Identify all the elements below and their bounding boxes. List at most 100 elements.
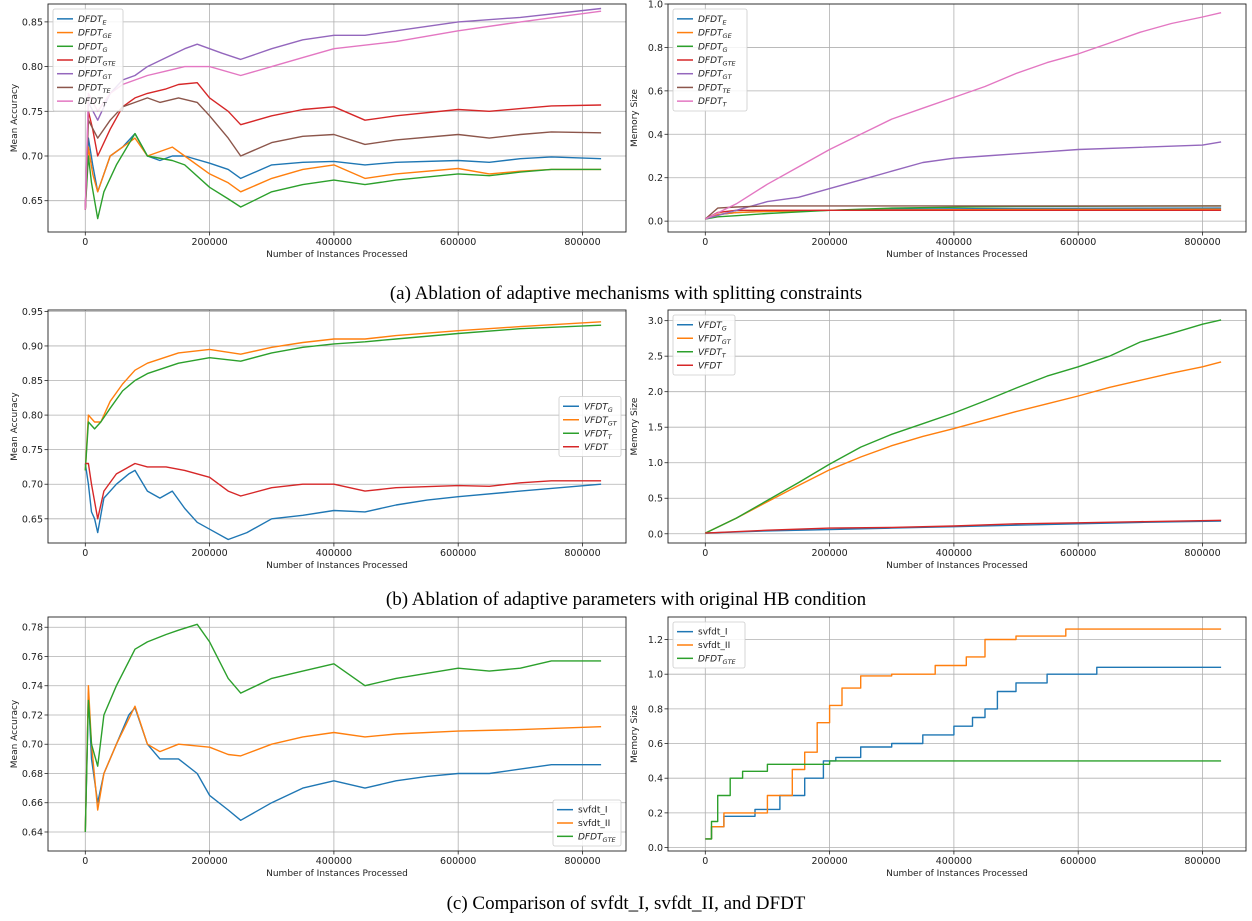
grid — [48, 310, 626, 543]
y-tick-label: 0.66 — [22, 798, 43, 809]
y-tick-label: 1.5 — [648, 423, 663, 434]
y-axis-label: Mean Accuracy — [10, 83, 20, 152]
x-tick-label: 0 — [702, 237, 708, 248]
series-line-dfdt-gt — [85, 9, 601, 210]
y-tick-label: 0.2 — [648, 808, 663, 819]
chart-a_mem: 0 200000 400000 600000 800000 0.0 0.2 0.4 0.6 0.8… — [630, 0, 1246, 260]
y-tick-label: 0.8 — [648, 43, 663, 54]
chart-c_mem: 0 200000 400000 600000 800000 0.0 0.2 0.4 0.6 0.8… — [630, 617, 1246, 879]
grid — [48, 4, 626, 232]
x-tick-label: 800000 — [1184, 856, 1220, 867]
y-tick-label: 2.5 — [648, 352, 663, 363]
plot-frame — [48, 4, 626, 232]
series-line-dfdt-te — [85, 98, 601, 210]
y-tick-label: 0.85 — [22, 17, 43, 28]
series-line-vfdt-gt — [705, 362, 1221, 533]
y-tick-label: 0.74 — [22, 681, 43, 692]
series-line-dfdt-ge — [85, 138, 601, 210]
x-tick-label: 0 — [82, 856, 88, 867]
x-tick-label: 400000 — [316, 237, 352, 248]
x-tick-label: 0 — [702, 548, 708, 559]
y-tick-label: 1.2 — [648, 635, 663, 646]
y-axis-label: Memory Size — [630, 397, 640, 455]
x-tick-label: 600000 — [1060, 856, 1096, 867]
plot-frame — [48, 310, 626, 543]
x-tick-label: 200000 — [191, 856, 227, 867]
grid — [668, 4, 1246, 232]
y-tick-label: 0.65 — [22, 514, 43, 525]
legend-label: svfdt_I — [578, 806, 608, 816]
x-axis-label: Number of Instances Processed — [266, 250, 408, 260]
y-tick-label: 0.85 — [22, 376, 43, 387]
series-line-vfdt-g — [85, 464, 601, 540]
x-tick-label: 800000 — [564, 237, 600, 248]
x-tick-label: 0 — [702, 856, 708, 867]
x-tick-label: 200000 — [811, 856, 847, 867]
chart-b_acc: 0 200000 400000 600000 8000000.650.700.750.8… — [10, 307, 626, 571]
y-tick-label: 0.2 — [648, 173, 663, 184]
x-tick-label: 200000 — [811, 548, 847, 559]
x-axis-label: Number of Instances Processed — [886, 250, 1028, 260]
y-axis-label: Memory Size — [630, 705, 640, 763]
x-tick-label: 400000 — [316, 856, 352, 867]
y-tick-label: 0.5 — [648, 494, 663, 505]
x-tick-label: 200000 — [811, 237, 847, 248]
y-tick-label: 0.68 — [22, 769, 43, 780]
y-tick-label: 0.0 — [648, 843, 663, 854]
plot-frame — [48, 617, 626, 851]
caption-a: (a) Ablation of adaptive mechanisms with… — [0, 283, 1252, 305]
y-tick-label: 0.78 — [22, 623, 43, 634]
series-line-vfdt-t — [85, 325, 601, 470]
y-tick-label: 0.4 — [648, 774, 663, 785]
series-line-vfdt-gt — [85, 322, 601, 471]
y-tick-label: 0.8 — [648, 704, 663, 715]
y-tick-label: 0.4 — [648, 130, 663, 141]
caption-c: (c) Comparison of svfdt_I, svfdt_II, and… — [0, 893, 1252, 915]
x-tick-label: 600000 — [440, 548, 476, 559]
x-tick-label: 0 — [82, 237, 88, 248]
series-line-dfdt-gte — [85, 624, 601, 832]
x-tick-label: 400000 — [936, 237, 972, 248]
y-tick-label: 0.70 — [22, 740, 43, 751]
series-line-dfdt-t — [705, 13, 1221, 219]
y-tick-label: 0.95 — [22, 307, 43, 318]
series-line-dfdt-g — [85, 134, 601, 219]
y-tick-label: 3.0 — [648, 316, 663, 327]
y-axis-label: Mean Accuracy — [10, 699, 20, 768]
legend-label: svfdt_II — [698, 641, 730, 651]
legend: svfdt_I svfdt_II DFDTGTE — [553, 800, 621, 846]
legend: svfdt_I svfdt_II DFDTGTE — [673, 622, 745, 668]
y-tick-label: 1.0 — [648, 458, 663, 469]
legend-label: svfdt_I — [698, 628, 728, 638]
series-line-svfdt_i — [85, 693, 601, 832]
series-line-vfdt-g — [705, 521, 1221, 533]
y-tick-label: 1.0 — [648, 0, 663, 11]
y-tick-label: 0.80 — [22, 62, 43, 73]
chart-a_acc: 0 200000 400000 600000 8000000.650.700.750.8… — [10, 4, 626, 260]
y-tick-label: 0.70 — [22, 480, 43, 491]
y-tick-label: 0.0 — [648, 217, 663, 228]
y-tick-label: 2.0 — [648, 387, 663, 398]
x-tick-label: 600000 — [440, 237, 476, 248]
x-tick-label: 800000 — [1184, 237, 1220, 248]
y-tick-label: 0.75 — [22, 445, 43, 456]
legend: DFDTE DFDTGEDFDTG DFDTGTE DFDTGTDFDTTE DFDTT — [53, 9, 123, 111]
x-axis-label: Number of Instances Processed — [266, 869, 408, 879]
x-tick-label: 400000 — [936, 548, 972, 559]
x-tick-label: 600000 — [1060, 548, 1096, 559]
x-tick-label: 400000 — [936, 856, 972, 867]
x-axis-label: Number of Instances Processed — [886, 869, 1028, 879]
x-tick-label: 800000 — [564, 548, 600, 559]
x-tick-label: 400000 — [316, 548, 352, 559]
legend-label: VFDT — [584, 443, 609, 453]
y-tick-label: 0.70 — [22, 152, 43, 163]
x-tick-label: 600000 — [1060, 237, 1096, 248]
x-axis-label: Number of Instances Processed — [266, 561, 408, 571]
legend-label: svfdt_II — [578, 819, 610, 829]
caption-b: (b) Ablation of adaptive parameters with… — [0, 589, 1252, 611]
x-tick-label: 600000 — [440, 856, 476, 867]
x-axis-label: Number of Instances Processed — [886, 561, 1028, 571]
